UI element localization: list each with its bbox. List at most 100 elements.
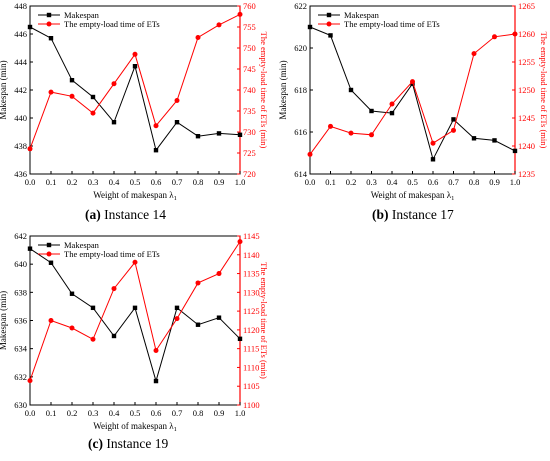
y2-tick-label: 1145 [243,231,260,241]
legend-marker-makespan [46,12,52,18]
y2-tick-label: 1125 [243,306,260,316]
plot-frame [309,5,516,175]
makespan-point [451,117,456,122]
y-tick-label: 616 [294,127,307,137]
caption-text: Instance 19 [106,436,169,451]
y2-tick-label: 755 [243,22,256,32]
y-axis-label: Makespan (min) [278,60,288,119]
legend-marker-empty-load [326,21,332,27]
empty-load-point [153,348,159,354]
empty-load-point [512,31,518,37]
caption-letter: (b) [372,207,389,222]
y2-tick-label: 1140 [243,250,260,260]
y2-axis-label: The empty-load time of ETs (min) [259,262,269,379]
y2-tick-label: 1265 [518,1,535,11]
empty-load-point [237,239,243,245]
makespan-point [174,120,180,125]
x-tick-label: 0.2 [67,177,78,187]
y2-tick-label: 1100 [243,400,260,410]
x-tick-label: 0.8 [193,408,204,418]
series-line-makespan [29,248,241,383]
caption-instance-17: (b) Instance 17 [372,207,454,223]
makespan-point [195,322,201,327]
y2-tick-label: 730 [243,127,256,137]
empty-load-point [27,378,33,384]
y-tick-label: 446 [14,29,27,39]
y2-tick-label: 1240 [518,141,535,151]
x-axis-label-main: Weight of makespan λ [93,190,174,200]
empty-load-point [111,286,117,292]
legend-label: Makespan [344,10,380,20]
x-tick-label: 0.3 [88,408,99,418]
empty-load-point [369,132,374,138]
x-tick-label: 0.7 [448,177,459,187]
y-tick-label: 622 [294,1,307,11]
caption-text: Instance 14 [104,207,166,222]
makespan-point [389,110,395,116]
y2-tick-label: 1255 [518,57,535,67]
chart-instance-14: 0.0 0.1 0.2 0.3 0.4 0.5 0.6 0.7 0.8 0.9 1.0 436 438 4… [0,1,269,202]
caption-text: Instance 17 [391,207,454,222]
empty-load-point [492,34,497,40]
empty-load-point [307,151,313,157]
legend-marker-empty-load [46,21,52,27]
y-axis-label: Makespan (min) [0,60,8,119]
empty-load-point [48,318,54,323]
x-tick-label: 1.0 [235,408,246,418]
empty-load-point [69,93,75,99]
x-tick-label: 0.9 [214,408,225,418]
empty-load-point [216,22,222,28]
x-tick-label: 1.0 [510,177,521,187]
caption-letter: (c) [88,436,103,451]
empty-load-point [132,51,138,57]
y-tick-label: 436 [14,169,27,179]
y-tick-label: 638 [14,287,27,297]
makespan-point [48,260,54,265]
y-tick-label: 634 [14,344,28,354]
y2-tick-label: 1250 [518,85,535,95]
makespan-point [27,246,33,251]
x-tick-label: 0.4 [387,177,398,187]
y-tick-label: 438 [14,141,27,151]
empty-load-point [111,81,117,87]
makespan-point [216,315,222,320]
x-tick-label: 0.9 [489,177,500,187]
x-tick-label: 0.2 [346,177,357,187]
x-tick-label: 0.7 [172,408,183,418]
makespan-point [369,108,374,114]
y2-axis-label: The empty-load time of ETs (min) [539,32,549,149]
x-tick-label: 0.3 [88,177,99,187]
series-line-empty-load [29,13,241,149]
chart-instance-17: 0.0 0.1 0.2 0.3 0.4 0.5 0.6 0.7 0.8 0.9 1.0 614 616 6… [278,1,549,202]
y2-tick-label: 1235 [518,169,535,179]
legend-label: Makespan [64,240,100,250]
x-tick-label: 0.6 [151,177,162,187]
y2-tick-label: 745 [243,64,256,74]
makespan-point [132,64,138,69]
x-tick-label: 0.0 [25,177,36,187]
caption-letter: (a) [85,207,101,222]
makespan-point [27,24,33,30]
empty-load-point [410,79,415,85]
makespan-point [111,120,117,125]
y-axis-label: Makespan (min) [0,291,8,350]
empty-load-point [153,123,159,129]
makespan-point [328,33,333,38]
y2-tick-label: 1260 [518,29,535,39]
x-tick-label: 0.1 [46,177,57,187]
empty-load-point [471,51,477,57]
x-tick-label: 0.8 [469,177,480,187]
makespan-point [153,378,159,384]
y-tick-label: 630 [14,400,27,410]
y2-tick-label: 760 [243,1,256,11]
makespan-point [492,138,497,143]
legend-label: The empty-load time of ETs [64,249,160,259]
makespan-point [69,78,75,83]
y-tick-label: 632 [14,372,27,382]
x-axis-label-main: Weight of makespan λ [93,421,174,431]
x-tick-label: 0.1 [325,177,336,187]
empty-load-point [328,123,333,129]
empty-load-point [389,101,395,107]
y2-tick-label: 1115 [243,344,259,354]
y-tick-label: 636 [14,316,27,326]
